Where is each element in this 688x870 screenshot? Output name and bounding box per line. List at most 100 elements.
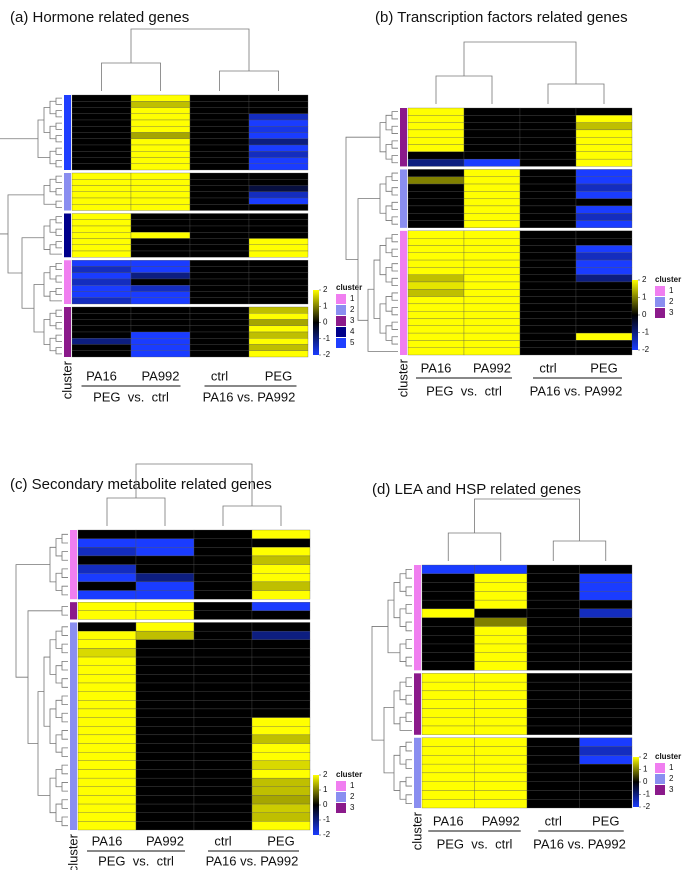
heatmap-cell xyxy=(130,132,191,139)
column-dendrogram xyxy=(135,463,253,506)
heatmap-cell xyxy=(519,220,577,228)
colorbar-tick-label: 1 xyxy=(323,301,328,310)
row-dendrogram xyxy=(55,122,62,130)
heatmap-cell xyxy=(71,244,132,252)
row-dendrogram xyxy=(385,296,392,312)
row-dendrogram xyxy=(391,140,398,149)
row-dendrogram xyxy=(391,201,398,210)
column-dendrogram xyxy=(101,62,161,91)
heatmap-cell xyxy=(135,700,195,710)
colorbar-tick-label: -2 xyxy=(323,830,331,839)
heatmap-cell xyxy=(526,643,580,653)
heatmap-cell xyxy=(421,799,475,809)
legend-swatch xyxy=(336,803,346,813)
heatmap-cell xyxy=(193,752,253,761)
heatmap-cell xyxy=(251,602,311,611)
heatmap-cell xyxy=(130,138,191,146)
heatmap-cell xyxy=(519,289,577,297)
heatmap-cell xyxy=(407,340,465,348)
row-dendrogram xyxy=(61,626,68,636)
heatmap-cell xyxy=(579,755,633,765)
colorbar-tick-label: -1 xyxy=(643,790,651,799)
heatmap-cell xyxy=(579,699,633,709)
heatmap-cell xyxy=(575,274,633,283)
heatmap-cell xyxy=(579,643,633,653)
heatmap-cell xyxy=(463,347,521,356)
heatmap-cell xyxy=(71,313,132,320)
heatmap-cell xyxy=(77,760,137,770)
row-dendrogram xyxy=(55,228,62,236)
heatmap-cell xyxy=(474,652,528,662)
legend-swatch xyxy=(655,774,665,784)
heatmap-cell xyxy=(519,169,577,177)
heatmap-cell xyxy=(474,573,528,583)
heatmap-cell xyxy=(130,113,191,121)
heatmap-cell xyxy=(421,652,475,662)
heatmap-cell xyxy=(251,610,311,620)
cluster-annotation xyxy=(414,737,421,808)
heatmap-cell xyxy=(579,708,633,718)
row-dendrogram xyxy=(385,176,392,192)
heatmap-cell xyxy=(463,115,521,123)
heatmap-cell xyxy=(519,303,577,312)
heatmap-cell xyxy=(135,573,195,583)
heatmap-cell xyxy=(193,726,253,736)
heatmap-cell xyxy=(189,238,250,245)
heatmap-cell xyxy=(77,777,137,787)
heatmap-cell xyxy=(189,313,250,320)
legend-swatch xyxy=(336,338,346,348)
heatmap-cell xyxy=(135,656,195,666)
row-dendrogram xyxy=(391,307,398,316)
heatmap-cell xyxy=(71,331,132,339)
heatmap-cell xyxy=(474,673,528,683)
heatmap-cell xyxy=(519,151,577,160)
row-dendrogram xyxy=(55,275,62,283)
heatmap-cell xyxy=(579,582,633,592)
column-label: PA992 xyxy=(146,833,184,848)
heatmap-cell xyxy=(135,708,195,718)
heatmap-cell xyxy=(519,245,577,253)
heatmap-cell xyxy=(135,538,195,548)
row-dendrogram xyxy=(55,175,62,183)
heatmap-cell xyxy=(407,318,465,326)
heatmap-cell xyxy=(421,690,475,700)
heatmap-cell xyxy=(474,608,528,618)
heatmap-cell xyxy=(251,538,311,548)
heatmap-cell xyxy=(77,590,137,600)
heatmap-cell xyxy=(193,734,253,744)
heatmap-cell xyxy=(575,296,633,305)
heatmap-cell xyxy=(189,306,250,314)
heatmap-cell xyxy=(407,151,465,160)
row-dendrogram xyxy=(49,178,56,193)
heatmap-cell xyxy=(189,266,250,273)
heatmap-cell xyxy=(193,538,253,548)
heatmap-cell xyxy=(575,332,633,341)
heatmap-cell xyxy=(193,622,253,632)
row-dendrogram xyxy=(55,803,62,822)
row-dendrogram xyxy=(55,309,62,317)
heatmap-cell xyxy=(474,799,528,809)
heatmap-cell xyxy=(130,101,191,108)
heatmap-cell xyxy=(77,581,137,591)
heatmap-cell xyxy=(77,555,137,565)
heatmap-cell xyxy=(407,158,465,167)
heatmap-cell xyxy=(251,803,311,813)
heatmap-cell xyxy=(251,734,311,744)
heatmap-cell xyxy=(526,681,580,692)
heatmap-cell xyxy=(407,303,465,312)
column-label: PEG xyxy=(265,368,292,383)
heatmap-cell xyxy=(135,648,195,658)
heatmap-cell xyxy=(407,176,465,185)
heatmap-cell xyxy=(193,682,253,692)
heatmap-cell xyxy=(189,250,250,258)
heatmap-cell xyxy=(463,191,521,199)
heatmap-cell xyxy=(251,821,311,831)
heatmap-cell xyxy=(519,176,577,185)
heatmap-cell xyxy=(130,297,191,305)
legend-label: 3 xyxy=(669,308,674,317)
heatmap-cell xyxy=(251,630,311,640)
heatmap-cell xyxy=(474,643,528,653)
legend-swatch xyxy=(336,316,346,326)
heatmap-cell xyxy=(421,673,475,683)
heatmap-cell xyxy=(71,157,132,164)
